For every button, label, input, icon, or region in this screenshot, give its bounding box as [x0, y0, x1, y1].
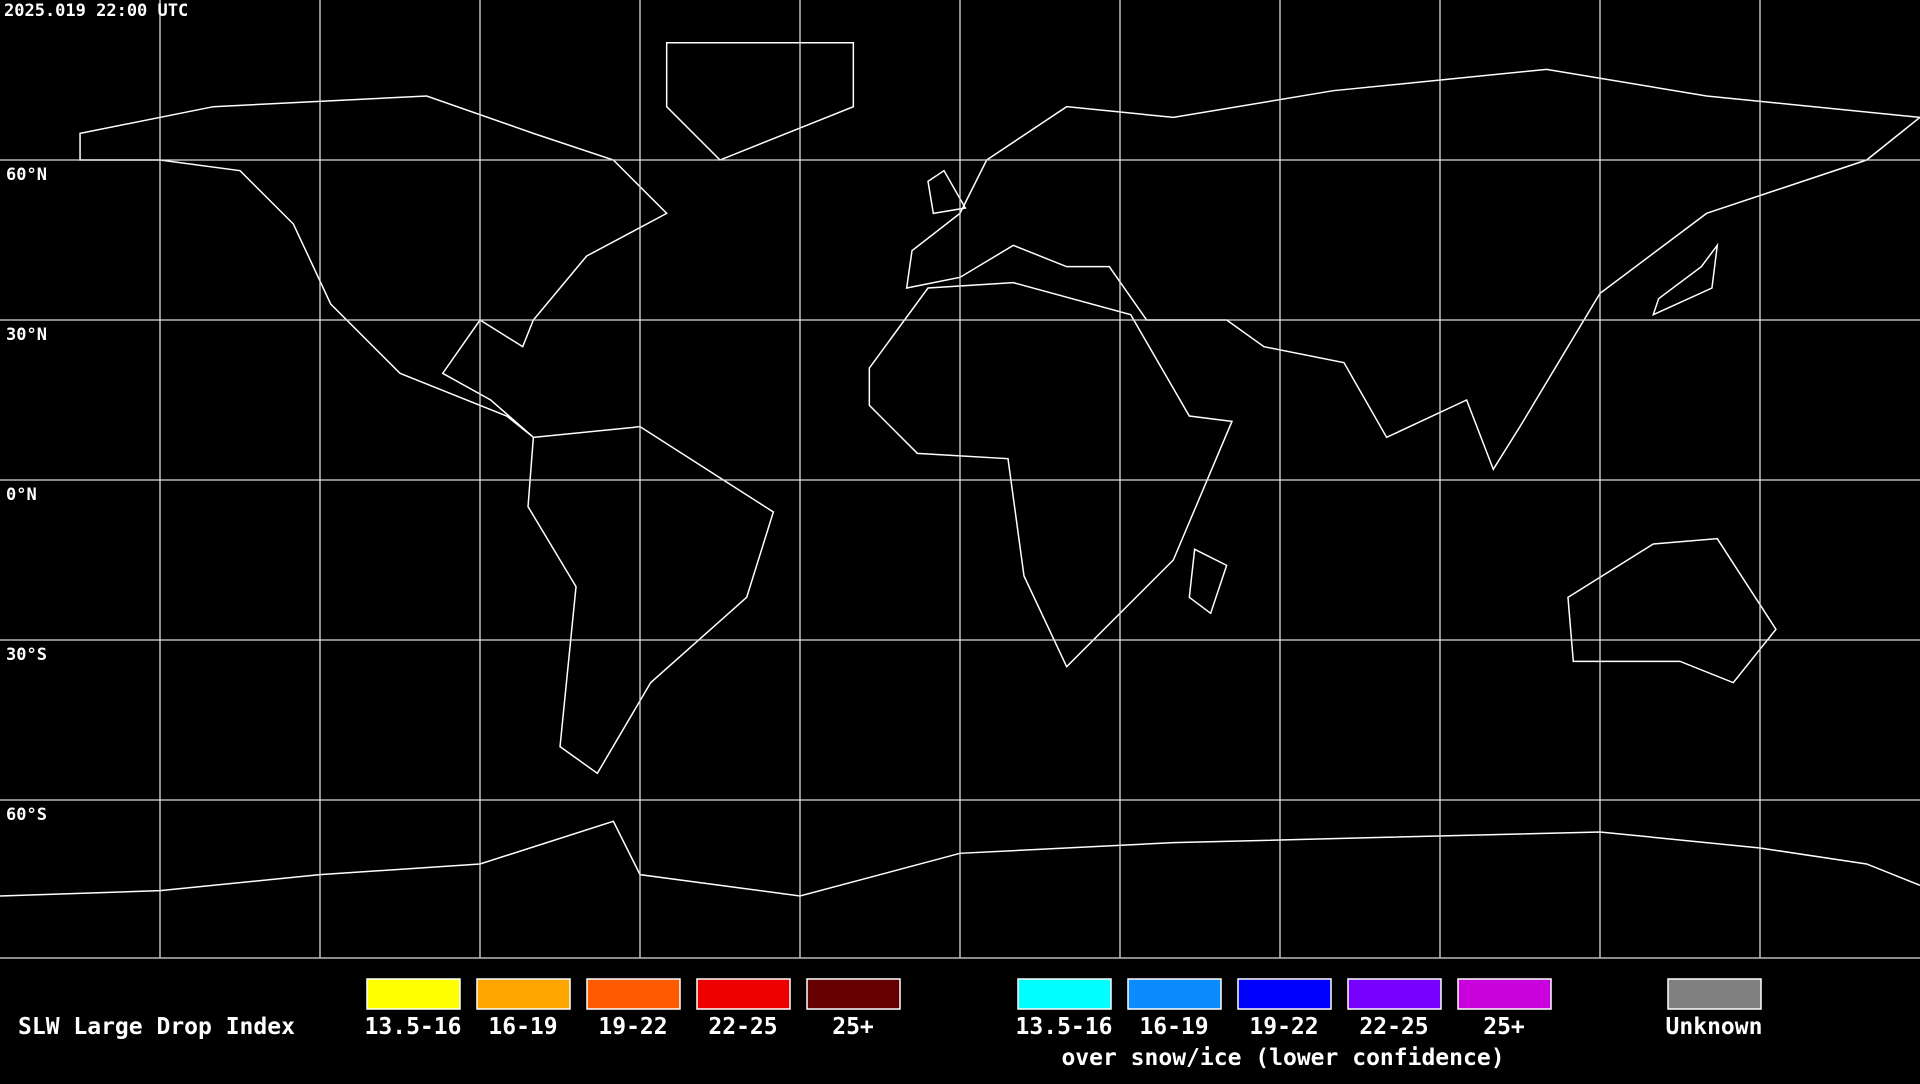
legend-label: 13.5-16 — [365, 1014, 462, 1040]
latitude-label: 30°N — [6, 325, 47, 345]
latitude-label: 60°S — [6, 805, 47, 825]
legend-swatch — [1667, 978, 1762, 1010]
legend-swatch — [586, 978, 681, 1010]
legend-label: 25+ — [832, 1014, 874, 1040]
coastline — [927, 169, 967, 215]
coastline — [665, 41, 855, 161]
coastlines — [0, 41, 1920, 897]
legend-swatch — [1457, 978, 1552, 1010]
legend-swatch — [806, 978, 901, 1010]
legend-swatch — [1347, 978, 1442, 1010]
coastline — [527, 425, 775, 775]
legend-label: 16-19 — [1139, 1014, 1208, 1040]
graticule — [0, 0, 1920, 958]
coastline — [868, 281, 1234, 668]
legend-label: Unknown — [1666, 1014, 1763, 1040]
legend-swatch — [1237, 978, 1332, 1010]
legend-label: 19-22 — [598, 1014, 667, 1040]
legend-label: 19-22 — [1249, 1014, 1318, 1040]
timestamp: 2025.019 22:00 UTC — [4, 1, 188, 21]
legend-swatch — [476, 978, 571, 1010]
legend-label: 22-25 — [708, 1014, 777, 1040]
coastline — [1188, 548, 1228, 615]
snow-caption: over snow/ice (lower confidence) — [1061, 1045, 1504, 1071]
latitude-label: 30°S — [6, 645, 47, 665]
latitude-label: 60°N — [6, 165, 47, 185]
coastline — [905, 68, 1920, 472]
legend-label: 22-25 — [1359, 1014, 1428, 1040]
coastline — [0, 820, 1920, 897]
latitude-label: 0°N — [6, 485, 37, 505]
legend-label: 16-19 — [488, 1014, 557, 1040]
legend-swatch — [366, 978, 461, 1010]
coastline — [79, 95, 668, 438]
legend-title: SLW Large Drop Index — [18, 1014, 295, 1040]
legend-swatch — [696, 978, 791, 1010]
legend-swatch — [1017, 978, 1112, 1010]
legend-label: 25+ — [1483, 1014, 1525, 1040]
legend-label: 13.5-16 — [1016, 1014, 1113, 1040]
legend-swatch — [1127, 978, 1222, 1010]
coastline — [1652, 242, 1719, 317]
coastline — [1567, 537, 1777, 684]
